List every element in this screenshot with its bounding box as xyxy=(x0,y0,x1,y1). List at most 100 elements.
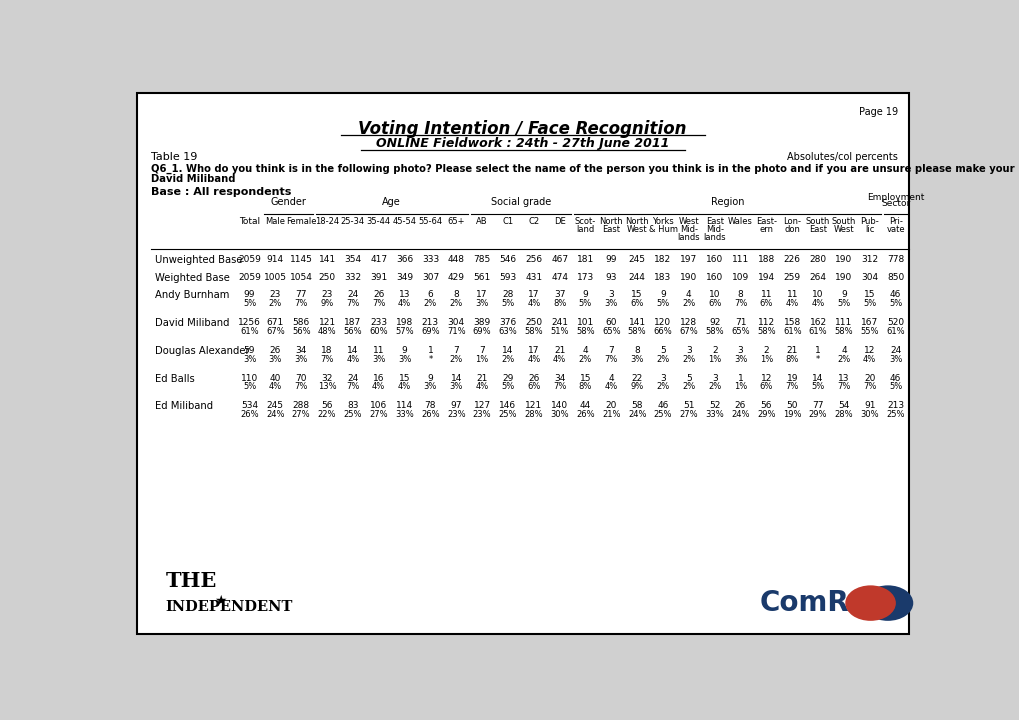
Text: 28: 28 xyxy=(501,290,514,300)
Text: 1145: 1145 xyxy=(289,255,313,264)
Text: 58%: 58% xyxy=(576,327,594,336)
Text: 5%: 5% xyxy=(578,300,591,308)
Text: 4%: 4% xyxy=(785,300,798,308)
Text: 26: 26 xyxy=(269,346,281,355)
Text: 35-44: 35-44 xyxy=(366,217,390,226)
Text: 9: 9 xyxy=(659,290,665,300)
Text: 50: 50 xyxy=(786,401,797,410)
Text: ★: ★ xyxy=(214,594,227,608)
Text: 785: 785 xyxy=(473,255,490,264)
Text: 56: 56 xyxy=(321,401,332,410)
Text: 30%: 30% xyxy=(550,410,569,419)
Text: 15: 15 xyxy=(398,374,410,382)
Text: 4: 4 xyxy=(841,346,846,355)
Text: 5%: 5% xyxy=(500,300,514,308)
Text: 15: 15 xyxy=(863,290,874,300)
Text: Lon-: Lon- xyxy=(783,217,801,226)
Text: 56%: 56% xyxy=(343,327,362,336)
Text: 15: 15 xyxy=(579,374,591,382)
Text: 9: 9 xyxy=(841,290,846,300)
Text: 4%: 4% xyxy=(811,300,824,308)
Text: 4%: 4% xyxy=(527,355,540,364)
Text: C2: C2 xyxy=(528,217,539,226)
Text: Pri-: Pri- xyxy=(888,217,902,226)
Text: 2%: 2% xyxy=(500,355,514,364)
Text: 160: 160 xyxy=(705,255,722,264)
Text: 4%: 4% xyxy=(475,382,488,392)
Text: 198: 198 xyxy=(395,318,413,327)
Text: 3%: 3% xyxy=(888,355,902,364)
Text: 190: 190 xyxy=(680,273,697,282)
Text: Total: Total xyxy=(238,217,260,226)
Text: 245: 245 xyxy=(267,401,283,410)
Text: 33%: 33% xyxy=(704,410,723,419)
Text: North: North xyxy=(625,217,648,226)
Text: C1: C1 xyxy=(502,217,513,226)
Text: 9%: 9% xyxy=(630,382,643,392)
Text: 2%: 2% xyxy=(656,355,668,364)
Text: 17: 17 xyxy=(528,290,539,300)
Text: North: North xyxy=(599,217,623,226)
Text: 181: 181 xyxy=(577,255,593,264)
Text: 5%: 5% xyxy=(811,382,824,392)
Text: 21: 21 xyxy=(786,346,797,355)
Text: 2%: 2% xyxy=(268,300,281,308)
Text: 110: 110 xyxy=(240,374,258,382)
Text: 354: 354 xyxy=(344,255,361,264)
Text: 17: 17 xyxy=(476,290,487,300)
Text: 23: 23 xyxy=(269,290,281,300)
Text: 78: 78 xyxy=(424,401,436,410)
Text: 250: 250 xyxy=(525,318,542,327)
Text: 5%: 5% xyxy=(889,382,902,392)
Text: 27%: 27% xyxy=(369,410,387,419)
Text: 114: 114 xyxy=(395,401,413,410)
Text: Age: Age xyxy=(382,197,400,207)
Text: 2%: 2% xyxy=(837,355,850,364)
Text: Pub-: Pub- xyxy=(860,217,878,226)
Text: 11: 11 xyxy=(760,290,771,300)
Text: 7: 7 xyxy=(479,346,484,355)
Text: 29%: 29% xyxy=(808,410,826,419)
Text: ComRes: ComRes xyxy=(759,589,884,617)
Text: 16: 16 xyxy=(373,374,384,382)
Text: *: * xyxy=(428,355,432,364)
Text: 24%: 24% xyxy=(628,410,646,419)
Text: 2%: 2% xyxy=(682,300,695,308)
Text: 4%: 4% xyxy=(862,355,875,364)
Text: 280: 280 xyxy=(809,255,825,264)
Text: 1005: 1005 xyxy=(264,273,286,282)
Text: 5%: 5% xyxy=(243,382,256,392)
Text: 32: 32 xyxy=(321,374,332,382)
Text: 65%: 65% xyxy=(601,327,620,336)
Text: 17: 17 xyxy=(528,346,539,355)
Text: 23%: 23% xyxy=(446,410,465,419)
Text: 46: 46 xyxy=(889,290,901,300)
Text: Andy Burnham: Andy Burnham xyxy=(155,290,229,300)
Text: 27%: 27% xyxy=(679,410,697,419)
Text: 141: 141 xyxy=(628,318,645,327)
Text: 13: 13 xyxy=(398,290,410,300)
Text: Ed Miliband: Ed Miliband xyxy=(155,401,213,411)
Text: Social grade: Social grade xyxy=(490,197,550,207)
Text: 25%: 25% xyxy=(886,410,904,419)
Text: 21: 21 xyxy=(476,374,487,382)
Text: 111: 111 xyxy=(835,318,852,327)
Text: 11: 11 xyxy=(786,290,797,300)
Text: 7%: 7% xyxy=(604,355,618,364)
Text: 6%: 6% xyxy=(527,382,540,392)
Text: 778: 778 xyxy=(887,255,903,264)
Text: 58%: 58% xyxy=(524,327,542,336)
Text: 671: 671 xyxy=(266,318,283,327)
Text: West: West xyxy=(678,217,698,226)
Text: 61%: 61% xyxy=(783,327,801,336)
Text: Table 19: Table 19 xyxy=(151,152,198,162)
Text: 65+: 65+ xyxy=(447,217,465,226)
Text: 1054: 1054 xyxy=(289,273,313,282)
Text: 19: 19 xyxy=(786,374,797,382)
Text: 5%: 5% xyxy=(837,300,850,308)
Text: 349: 349 xyxy=(395,273,413,282)
Text: 26: 26 xyxy=(373,290,384,300)
Text: 4: 4 xyxy=(686,290,691,300)
Text: 109: 109 xyxy=(732,273,748,282)
Text: 1256: 1256 xyxy=(237,318,261,327)
